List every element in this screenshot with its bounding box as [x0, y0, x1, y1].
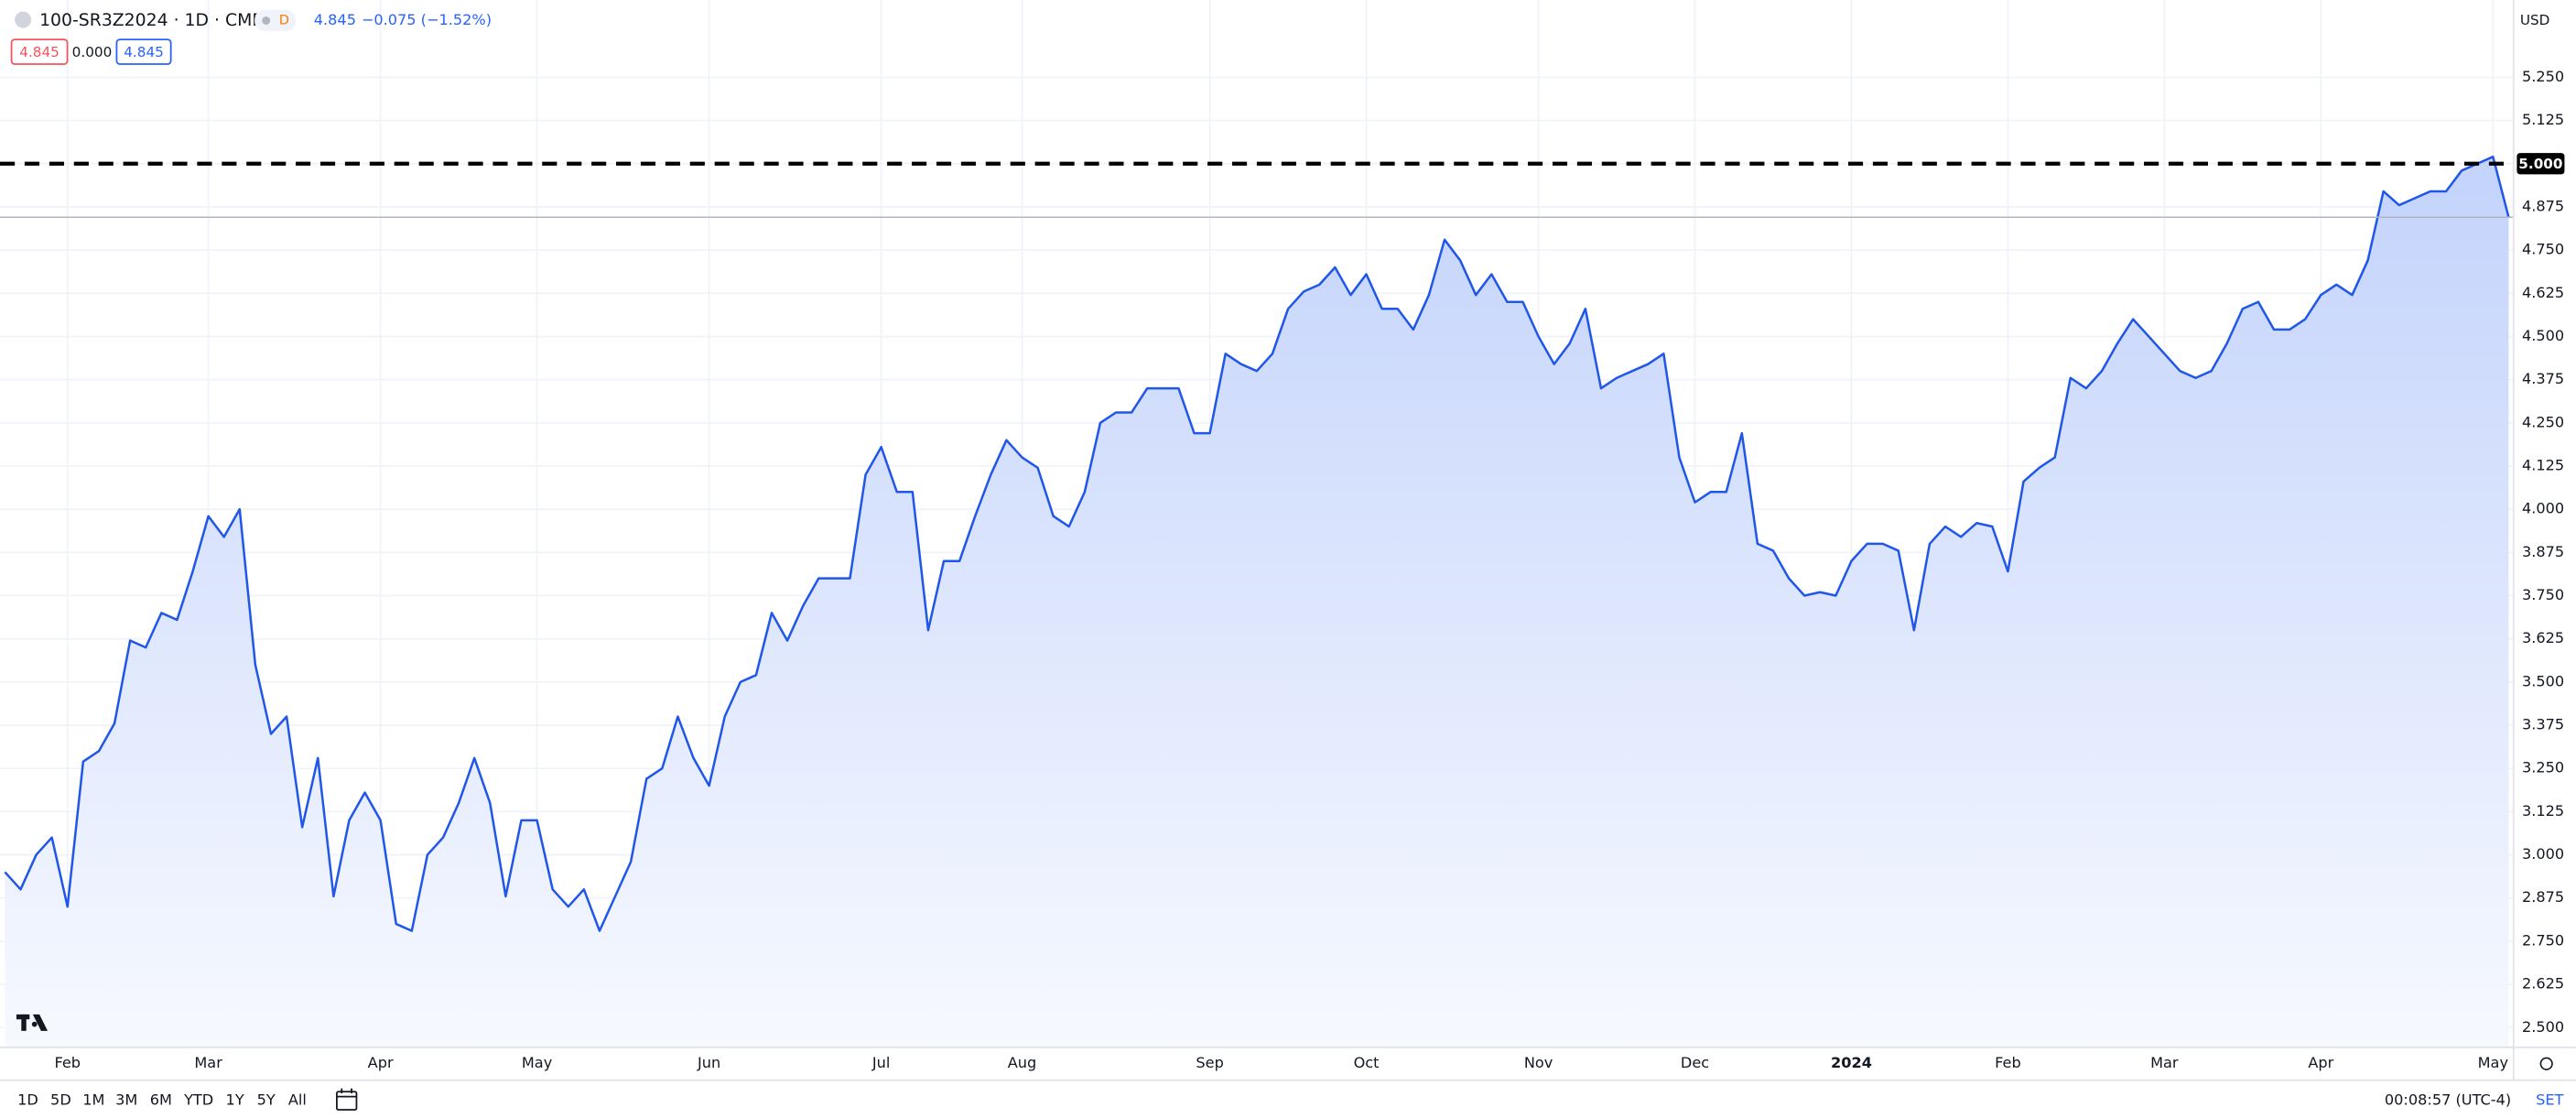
range-button[interactable]: 5Y: [257, 1091, 276, 1109]
settings-icon[interactable]: [2539, 1057, 2553, 1070]
chip: 0.000: [72, 44, 113, 60]
y-tick-label: 3.875: [2522, 543, 2564, 560]
y-tick-label: 3.750: [2522, 586, 2564, 603]
scale-setting[interactable]: SET: [2536, 1091, 2563, 1109]
x-tick-label: Jul: [871, 1054, 890, 1071]
calendar-icon[interactable]: [336, 1088, 358, 1111]
range-button[interactable]: YTD: [183, 1091, 213, 1109]
y-tick-label: 3.500: [2522, 672, 2564, 689]
price-line: [4, 155, 2510, 932]
y-tick-label: 3.625: [2522, 629, 2564, 646]
chip: 4.845: [19, 44, 60, 60]
y-tick-label: 4.500: [2522, 327, 2564, 344]
chip-box: [10, 38, 69, 65]
y-tick-label: 2.750: [2522, 931, 2564, 949]
symbol-title: 100-SR3Z2024 · 1D · CME: [39, 11, 263, 30]
x-tick-label: May: [522, 1054, 553, 1071]
y-tick-label: 3.375: [2522, 716, 2564, 733]
y-tick-label: 5.250: [2522, 68, 2564, 85]
x-tick-label: Dec: [1681, 1054, 1709, 1071]
y-tick-label: 4.750: [2522, 241, 2564, 258]
axes: 2.500 2.625 2.750 2.875 3.000 3.125 3.250 3.375…: [54, 68, 2565, 1071]
x-tick-label: Oct: [1354, 1054, 1380, 1071]
y-tick-label: 2.500: [2522, 1018, 2564, 1036]
badge: D: [279, 13, 289, 27]
x-tick-label: Apr: [368, 1054, 394, 1071]
range-button[interactable]: 1M: [82, 1091, 104, 1109]
logo: [16, 1014, 49, 1031]
price-change: −0.075 (−1.52%): [362, 11, 492, 28]
y-tick-label: 4.625: [2522, 284, 2564, 301]
plot: [0, 155, 2514, 1047]
y-tick-label: 3.250: [2522, 759, 2564, 776]
x-tick-label: Apr: [2308, 1054, 2333, 1071]
x-tick-label: Aug: [1008, 1054, 1037, 1071]
y-tick-label: 3.125: [2522, 802, 2564, 820]
range-button[interactable]: All: [288, 1091, 307, 1109]
x-tick-label: Nov: [1524, 1054, 1553, 1071]
chip-box: [115, 38, 172, 65]
y-tick-label: 4.125: [2522, 456, 2564, 473]
range-button[interactable]: 3M: [115, 1091, 137, 1109]
y-tick-label: 4.250: [2522, 413, 2564, 430]
range-button[interactable]: 1D: [17, 1091, 38, 1109]
reference-label-box: [2516, 153, 2565, 175]
y-tick-label: 3.000: [2522, 845, 2564, 863]
range-button[interactable]: 6M: [150, 1091, 172, 1109]
y-tick-label: 4.375: [2522, 370, 2564, 387]
currency[interactable]: USD: [2520, 12, 2550, 28]
x-tick-label: May: [2478, 1054, 2509, 1071]
area-fill: [5, 157, 2509, 1047]
x-tick-label: Mar: [194, 1054, 222, 1071]
x-tick-label: Jun: [697, 1054, 720, 1071]
x-tick-label: 2024: [1831, 1054, 1872, 1071]
x-tick-label: Mar: [2150, 1054, 2179, 1071]
x-tick-label: Sep: [1196, 1054, 1223, 1071]
y-tick-label: 4.875: [2522, 197, 2564, 214]
y-tick-label: 2.875: [2522, 888, 2564, 906]
reference-label: 5.000: [2518, 156, 2562, 172]
chip: 4.845: [124, 44, 164, 60]
y-tick-label: 4.000: [2522, 500, 2564, 517]
y-tick-label: 5.125: [2522, 111, 2564, 128]
range-button[interactable]: 1Y: [226, 1091, 244, 1109]
range-button[interactable]: 5D: [50, 1091, 71, 1109]
last-price: 4.845: [314, 11, 356, 28]
badge-box[interactable]: [254, 9, 297, 32]
symbol-icon: [15, 11, 32, 28]
x-tick-label: Feb: [54, 1054, 81, 1071]
x-tick-label: Feb: [1995, 1054, 2021, 1071]
clock[interactable]: 00:08:57 (UTC-4): [2385, 1091, 2511, 1109]
toolbar: 1D 5D 1M 3M 6M YTD 1Y 5Y All: [17, 1091, 307, 1109]
y-tick-label: 2.625: [2522, 975, 2564, 993]
badge-dot: [262, 16, 271, 25]
